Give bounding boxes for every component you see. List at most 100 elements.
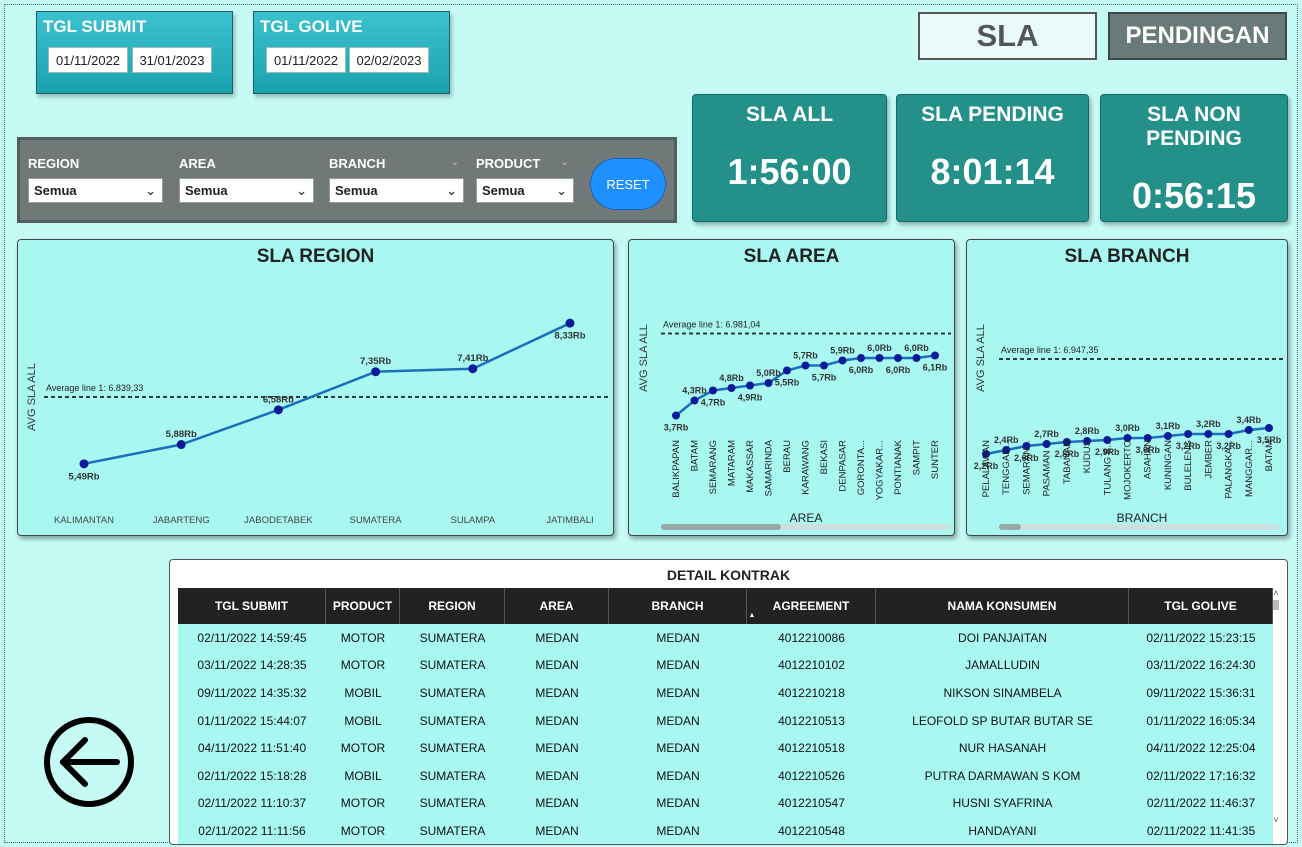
table-cell: MEDAN (656, 713, 700, 728)
chevron-down-icon: ⌄ (446, 183, 457, 198)
table-row[interactable]: 01/11/2022 15:44:07 MOBIL SUMATERA MEDAN MED… (178, 707, 1273, 735)
data-point (764, 379, 773, 387)
table-cell: 4012210102 (778, 658, 845, 673)
product-select[interactable]: Semua ⌄ (476, 178, 574, 203)
reset-button[interactable]: RESET (590, 158, 666, 210)
data-point (79, 459, 89, 469)
region-select[interactable]: Semua ⌄ (28, 178, 163, 203)
table-row[interactable]: 02/11/2022 14:59:45 MOTOR SUMATERA MEDAN MED… (178, 624, 1273, 652)
table-cell: 4012210548 (778, 823, 845, 838)
sla-region-title: SLA REGION (256, 246, 375, 267)
product-filter: PRODUCT Semua ⌄ (476, 156, 574, 203)
data-point (468, 364, 478, 374)
tgl-golive-to-input[interactable]: 02/02/2023 (349, 47, 429, 73)
table-cell: MOTOR (340, 741, 386, 756)
x-tick-label: JATIMBALI (546, 515, 593, 526)
data-label: 3,0Rb (1135, 445, 1160, 455)
scroll-down-icon[interactable]: ˅ (1273, 815, 1279, 825)
area-select[interactable]: Semua ⌄ (179, 178, 314, 203)
x-tick-label: SEMARANG (708, 440, 719, 494)
tgl-submit-to-input[interactable]: 31/01/2023 (132, 47, 212, 73)
data-point (1244, 426, 1253, 434)
data-label: 5,7Rb (793, 351, 818, 361)
table-cell: 01/11/2022 16:05:34 (1146, 713, 1256, 728)
data-label: 3,7Rb (664, 423, 689, 433)
data-point (894, 354, 902, 362)
data-point (672, 411, 680, 420)
data-label: 6,0Rb (849, 365, 874, 375)
data-label: 7,41Rb (457, 353, 488, 364)
table-cell: MOBIL (344, 685, 382, 700)
table-cell: LEOFOLD SP BUTAR BUTAR SE (912, 713, 1093, 728)
kpi-sla-non-pending-title: SLA NON PENDING (1146, 103, 1242, 150)
scroll-thumb[interactable] (1273, 600, 1279, 610)
x-axis-title: AREA (790, 511, 823, 525)
data-point (176, 440, 186, 450)
tgl-golive-title: TGL GOLIVE (260, 17, 363, 36)
column-header[interactable]: TGL SUBMIT (178, 588, 326, 624)
column-header[interactable]: TGL GOLIVE (1129, 588, 1273, 624)
kpi-sla-pending-title: SLA PENDING (921, 103, 1064, 126)
sla-region-plot: AVG SLA ALL Average line 1: 6.839,33 5,49R… (26, 318, 610, 526)
table-cell: 4012210518 (778, 741, 845, 756)
table-cell: SUMATERA (419, 630, 486, 645)
table-cell: 04/11/2022 12:25:04 (1146, 741, 1256, 756)
tgl-golive-from-input[interactable]: 01/11/2022 (266, 47, 346, 73)
table-row[interactable]: 02/11/2022 11:10:37 MOTOR SUMATERA MEDAN MED… (178, 790, 1273, 818)
x-tick-label: MANGGAR... (1244, 440, 1255, 497)
tgl-submit-from-input[interactable]: 01/11/2022 (48, 47, 128, 73)
data-label: 2,9Rb (1095, 447, 1120, 457)
table-cell: HUSNI SYAFRINA (952, 796, 1053, 811)
column-header[interactable]: REGION (400, 588, 505, 624)
sla-nav-button[interactable]: SLA (918, 12, 1097, 60)
branch-select-value: Semua (335, 183, 378, 198)
column-header[interactable]: BRANCH (609, 588, 747, 624)
data-label: 5,9Rb (830, 346, 855, 356)
data-label: 6,0Rb (904, 343, 929, 353)
table-cell: 03/11/2022 14:28:35 (197, 658, 307, 673)
pendingan-nav-button[interactable]: PENDINGAN (1108, 12, 1287, 60)
table-cell: MEDAN (535, 741, 579, 756)
table-row[interactable]: 09/11/2022 14:35:32 MOBIL SUMATERA MEDAN MED… (178, 679, 1273, 707)
x-tick-label: SULAMPA (450, 515, 495, 526)
table-cell: MEDAN (656, 796, 700, 811)
data-point (1002, 446, 1011, 454)
x-tick-label: SAMARINDA (764, 439, 775, 496)
table-cell: MOTOR (340, 823, 386, 838)
table-cell: SUMATERA (419, 768, 486, 783)
table-row[interactable]: 03/11/2022 14:28:35 MOTOR SUMATERA MEDAN MED… (178, 652, 1273, 680)
table-cell: MOBIL (344, 713, 382, 728)
table-cell: 02/11/2022 15:23:15 (1146, 630, 1256, 645)
x-tick-label: TENGGAR... (1001, 440, 1012, 495)
back-arrow-icon[interactable] (43, 716, 135, 808)
data-point (1224, 430, 1233, 438)
column-header[interactable]: PRODUCT (326, 588, 400, 624)
data-point (1143, 434, 1152, 442)
chevron-down-icon: ⌄ (556, 183, 567, 198)
table-cell: 4012210086 (778, 630, 845, 645)
table-row[interactable]: 02/11/2022 11:11:56 MOTOR SUMATERA MEDAN MED… (178, 817, 1273, 844)
x-tick-label: TABANAN (1062, 440, 1073, 484)
y-axis-title: AVG SLA ALL (638, 324, 650, 392)
column-header[interactable]: NAMA KONSUMEN (876, 588, 1129, 624)
table-scrollbar[interactable]: ˄ ˅ (1271, 588, 1281, 838)
branch-select[interactable]: Semua ⌄ (329, 178, 464, 203)
table-row[interactable]: 02/11/2022 15:18:28 MOBIL SUMATERA MEDAN MED… (178, 762, 1273, 790)
table-cell: MEDAN (535, 823, 579, 838)
x-tick-label: KALIMANTAN (54, 515, 114, 526)
data-point (1123, 434, 1132, 442)
kpi-sla-non-pending: SLA NON PENDING 0:56:15 (1100, 94, 1288, 222)
table-cell: MOTOR (340, 658, 386, 673)
average-line-label: Average line 1: 6.947,35 (1001, 345, 1098, 355)
column-header[interactable]: AREA (505, 588, 609, 624)
scroll-up-icon[interactable]: ˄ (1273, 588, 1279, 598)
x-tick-label: MATARAM (727, 440, 738, 486)
region-filter: REGION Semua ⌄ (28, 156, 163, 203)
data-point (1083, 437, 1092, 445)
data-label: 5,49Rb (68, 471, 99, 482)
data-point (801, 361, 810, 370)
data-point (709, 386, 717, 395)
column-header[interactable]: AGREEMENT ▲ (747, 588, 876, 624)
x-tick-label: YOGYAKAR... (875, 440, 886, 501)
table-row[interactable]: 04/11/2022 11:51:40 MOTOR SUMATERA MEDAN MED… (178, 734, 1273, 762)
